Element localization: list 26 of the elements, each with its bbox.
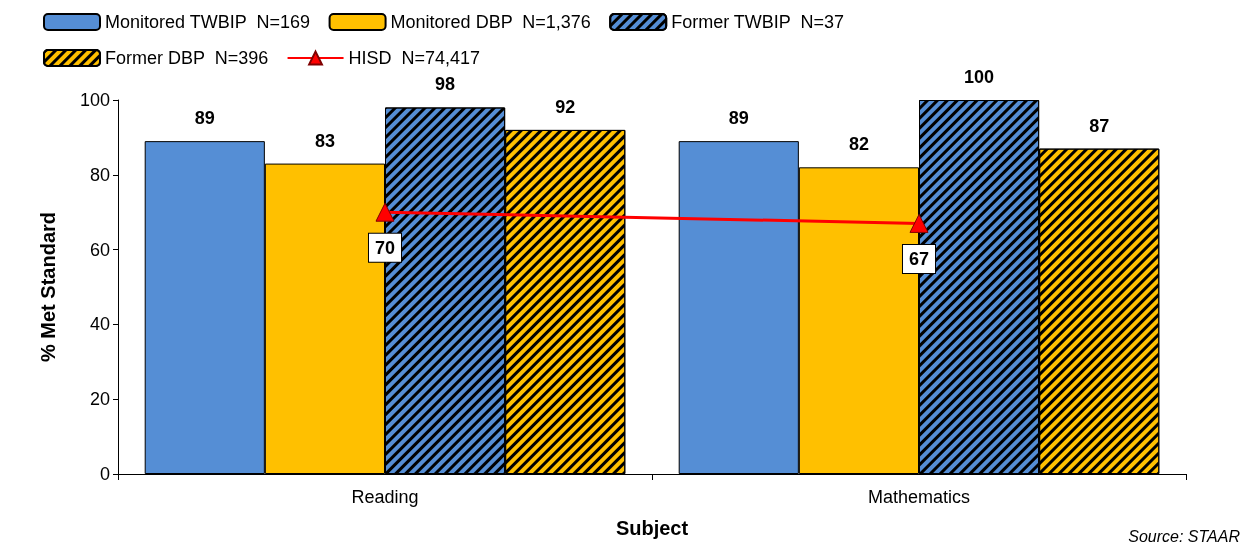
data-label: 92 (555, 96, 576, 117)
x-tick-label: Reading (351, 487, 419, 507)
data-label: 100 (964, 67, 995, 87)
data-label: 83 (314, 130, 335, 151)
data-label: 67 (908, 248, 930, 269)
legend-label: Monitored DBP N=1,376 (390, 12, 591, 32)
y-tick-label: 40 (89, 314, 110, 335)
y-tick-label: 80 (89, 164, 110, 185)
y-tick-label: 100 (79, 90, 110, 110)
data-label: 70 (374, 237, 396, 258)
x-tick-label: Mathematics (867, 487, 971, 507)
legend-label: Monitored TWBIP N=169 (105, 12, 310, 32)
legend-label: Former DBP N=396 (105, 48, 269, 68)
x-axis-title: Subject (615, 517, 689, 539)
y-tick-label: 60 (89, 239, 110, 260)
y-tick-label: 0 (99, 464, 110, 484)
y-tick-label: 20 (89, 389, 110, 410)
data-label: 89 (194, 108, 215, 129)
data-label: 98 (435, 74, 456, 95)
legend-label: HISD N=74,417 (348, 48, 481, 68)
y-axis-title: % Met Standard (37, 211, 59, 363)
data-label: 89 (728, 108, 749, 129)
source-note: Source: STAAR (1128, 527, 1241, 545)
data-label: 87 (1089, 115, 1110, 136)
legend-label: Former TWBIP N=37 (671, 12, 845, 32)
data-label: 82 (848, 134, 869, 155)
